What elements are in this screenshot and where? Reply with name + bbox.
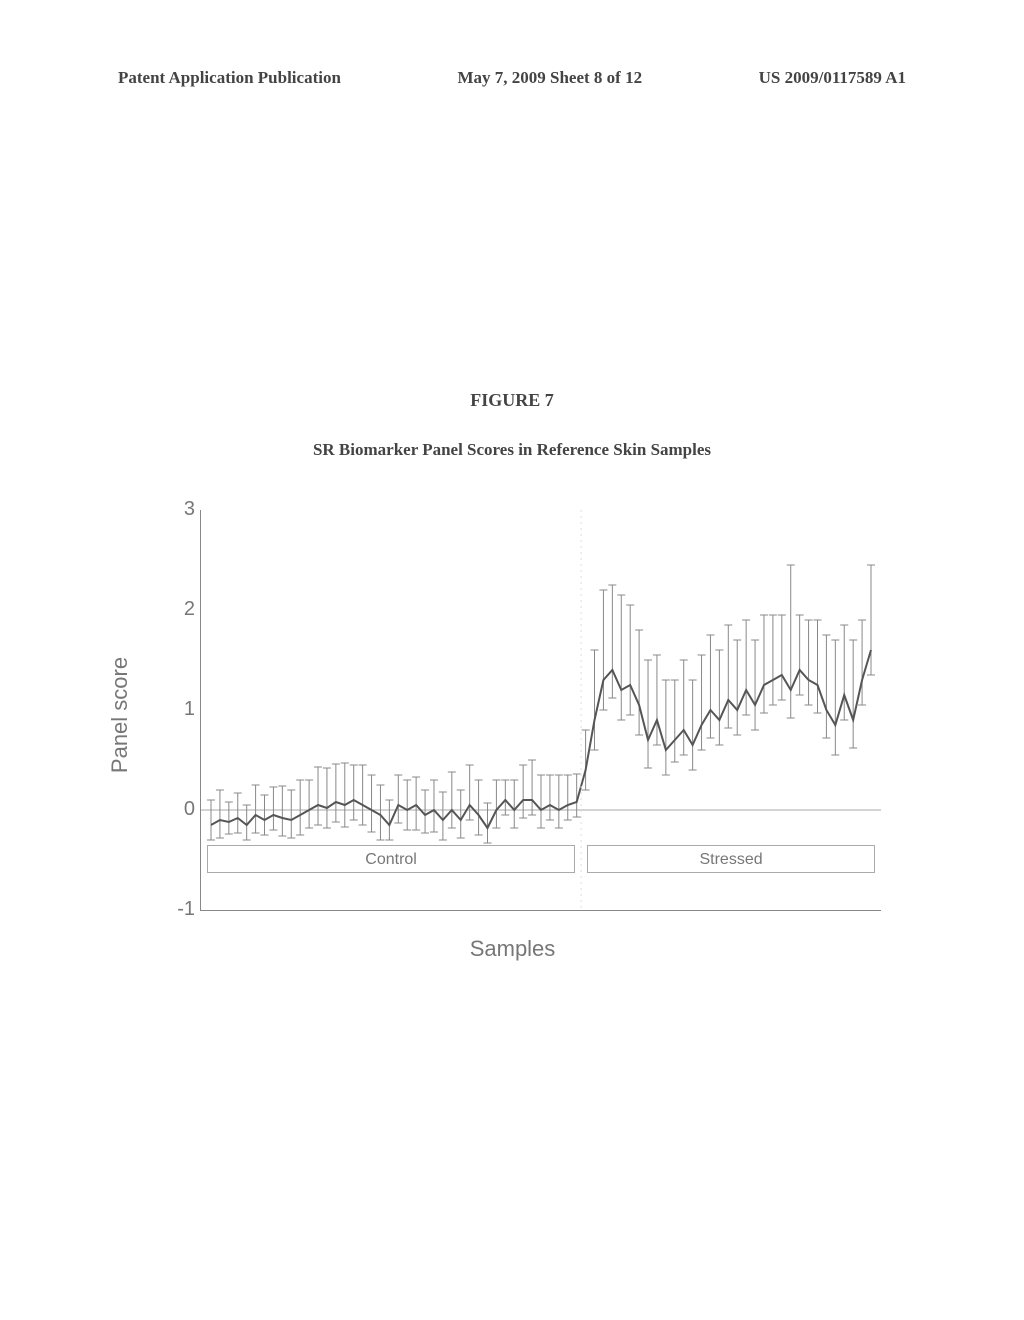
header-center: May 7, 2009 Sheet 8 of 12: [457, 68, 642, 88]
plot-area: Control Stressed: [200, 510, 881, 911]
y-tick: -1: [165, 898, 195, 921]
figure-title: FIGURE 7: [0, 390, 1024, 411]
group-label-stressed: Stressed: [587, 845, 875, 873]
y-tick: 3: [165, 498, 195, 521]
page-header: Patent Application Publication May 7, 20…: [0, 68, 1024, 88]
figure-subtitle: SR Biomarker Panel Scores in Reference S…: [0, 440, 1024, 460]
y-tick: 0: [165, 798, 195, 821]
header-right: US 2009/0117589 A1: [759, 68, 906, 88]
x-axis-label: Samples: [470, 936, 556, 962]
group-label-control: Control: [207, 845, 575, 873]
y-axis-label: Panel score: [107, 657, 133, 773]
sr-biomarker-chart: Panel score Samples -10123 Control Stres…: [140, 500, 885, 930]
header-left: Patent Application Publication: [118, 68, 341, 88]
y-tick: 1: [165, 698, 195, 721]
y-tick: 2: [165, 598, 195, 621]
